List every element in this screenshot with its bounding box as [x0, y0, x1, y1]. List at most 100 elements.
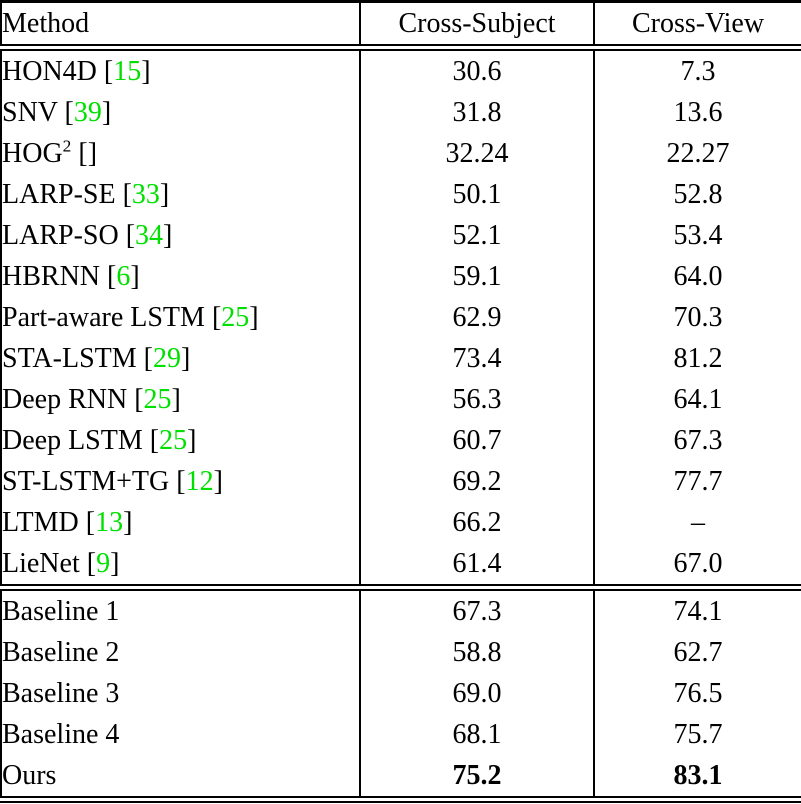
table-row: HON4D [15] 30.6 7.3	[1, 47, 801, 93]
cross-view-cell: –	[593, 502, 801, 543]
citation-open-bracket: [	[122, 178, 132, 210]
cross-subject-cell: 66.2	[359, 502, 594, 543]
citation: [29]	[137, 343, 191, 374]
citation-link[interactable]: 29	[152, 342, 181, 374]
cross-view-cell: 67.3	[593, 420, 801, 461]
citation: [12]	[169, 466, 223, 497]
method-cell: Deep LSTM [25]	[1, 420, 360, 461]
method-superscript: 2	[62, 136, 72, 156]
citation-link[interactable]: 9	[96, 547, 111, 579]
cross-view-cell: 74.1	[593, 584, 801, 632]
citation-open-bracket: [	[143, 342, 153, 374]
header-row: Method Cross-Subject Cross-View	[1, 0, 801, 51]
column-header-cross-subject: Cross-Subject	[359, 0, 594, 51]
cross-view-cell: 64.0	[593, 256, 801, 297]
cross-view-cell: 64.1	[593, 379, 801, 420]
cross-subject-cell: 61.4	[359, 543, 594, 588]
citation-open-bracket: [	[64, 96, 74, 128]
method-cell: LARP-SO [34]	[1, 215, 360, 256]
method-name: HBRNN	[2, 260, 101, 292]
citation-close-bracket: ]	[180, 342, 191, 374]
citation-link[interactable]: 6	[116, 260, 131, 292]
cross-subject-cell: 67.3	[359, 584, 594, 632]
method-cell: Baseline 3	[1, 673, 360, 714]
method-name: HON4D	[2, 55, 97, 87]
method-name: LTMD	[2, 506, 79, 538]
citation-close-bracket: ]	[249, 301, 259, 333]
method-cell: Deep RNN [25]	[1, 379, 360, 420]
citation: [25]	[127, 384, 181, 415]
method-cell: LTMD [13]	[1, 502, 360, 543]
citation-link[interactable]: 13	[95, 506, 124, 538]
cross-subject-cell: 30.6	[359, 47, 594, 92]
citation-link[interactable]: 25	[221, 301, 250, 333]
citation-open-bracket: [	[78, 137, 88, 169]
method-cell: Baseline 2	[1, 632, 360, 673]
citation-link[interactable]: 34	[135, 219, 164, 251]
method-cell: HOG2 []	[1, 133, 360, 174]
method-cell: Part-aware LSTM [25]	[1, 297, 360, 338]
table-row: SNV [39] 31.8 13.6	[1, 92, 801, 133]
cross-view-cell: 83.1	[593, 755, 801, 803]
cross-view-cell: 53.4	[593, 215, 801, 256]
method-name: Deep LSTM	[2, 424, 143, 456]
citation: [33]	[116, 179, 170, 210]
citation-close-bracket: ]	[87, 137, 98, 169]
method-name: Baseline 2	[2, 636, 120, 668]
method-cell: Baseline 4	[1, 714, 360, 755]
citation-close-bracket: ]	[130, 260, 140, 292]
citation: [25]	[205, 302, 259, 333]
method-cell: SNV [39]	[1, 92, 360, 133]
citation-link[interactable]: 25	[159, 424, 188, 456]
cross-subject-cell: 58.8	[359, 632, 594, 673]
cross-subject-cell: 60.7	[359, 420, 594, 461]
table-row: Ours 75.2 83.1	[1, 755, 801, 803]
citation-link[interactable]: 39	[73, 96, 102, 128]
method-name: STA-LSTM	[2, 342, 137, 374]
table-row: ST-LSTM+TG [12] 69.2 77.7	[1, 461, 801, 502]
table-row: HBRNN [6] 59.1 64.0	[1, 256, 801, 297]
cross-subject-cell: 69.2	[359, 461, 594, 502]
citation: []	[71, 138, 97, 169]
method-name: Ours	[2, 759, 57, 791]
citation-link[interactable]: 12	[185, 465, 214, 497]
table-row: Baseline 4 68.1 75.7	[1, 714, 801, 755]
citation-open-bracket: [	[176, 465, 186, 497]
citation: [6]	[100, 261, 140, 292]
table-row: LTMD [13] 66.2 –	[1, 502, 801, 543]
cross-view-cell: 62.7	[593, 632, 801, 673]
method-name: Baseline 1	[2, 595, 120, 627]
method-cell: LARP-SE [33]	[1, 174, 360, 215]
table-row: Part-aware LSTM [25] 62.9 70.3	[1, 297, 801, 338]
citation-close-bracket: ]	[110, 547, 120, 579]
table-row: STA-LSTM [29] 73.4 81.2	[1, 338, 801, 379]
cross-subject-cell: 75.2	[359, 755, 594, 803]
citation-open-bracket: [	[103, 55, 114, 87]
method-name: Baseline 3	[2, 677, 120, 709]
citation-link[interactable]: 33	[131, 178, 160, 210]
citation-link[interactable]: 15	[113, 55, 142, 87]
method-name: LARP-SE	[2, 178, 116, 210]
table-row: Deep RNN [25] 56.3 64.1	[1, 379, 801, 420]
cross-view-cell: 22.27	[593, 133, 801, 174]
citation-close-bracket: ]	[187, 424, 197, 456]
citation-close-bracket: ]	[101, 96, 112, 128]
method-cell: Baseline 1	[1, 584, 360, 632]
method-name: LieNet	[2, 547, 80, 579]
table-row: LARP-SO [34] 52.1 53.4	[1, 215, 801, 256]
table-row: Baseline 1 67.3 74.1	[1, 584, 801, 632]
method-cell: STA-LSTM [29]	[1, 338, 360, 379]
method-cell: HON4D [15]	[1, 48, 360, 93]
citation: [34]	[119, 220, 173, 251]
method-cell: Ours	[1, 755, 360, 803]
citation-link[interactable]: 25	[143, 383, 172, 415]
cross-subject-cell: 52.1	[359, 215, 594, 256]
column-header-cross-view: Cross-View	[593, 0, 801, 51]
table-row: Baseline 3 69.0 76.5	[1, 673, 801, 714]
citation-open-bracket: [	[125, 219, 136, 251]
citation-close-bracket: ]	[171, 383, 181, 415]
cross-view-cell: 7.3	[593, 47, 801, 92]
table-row: Deep LSTM [25] 60.7 67.3	[1, 420, 801, 461]
